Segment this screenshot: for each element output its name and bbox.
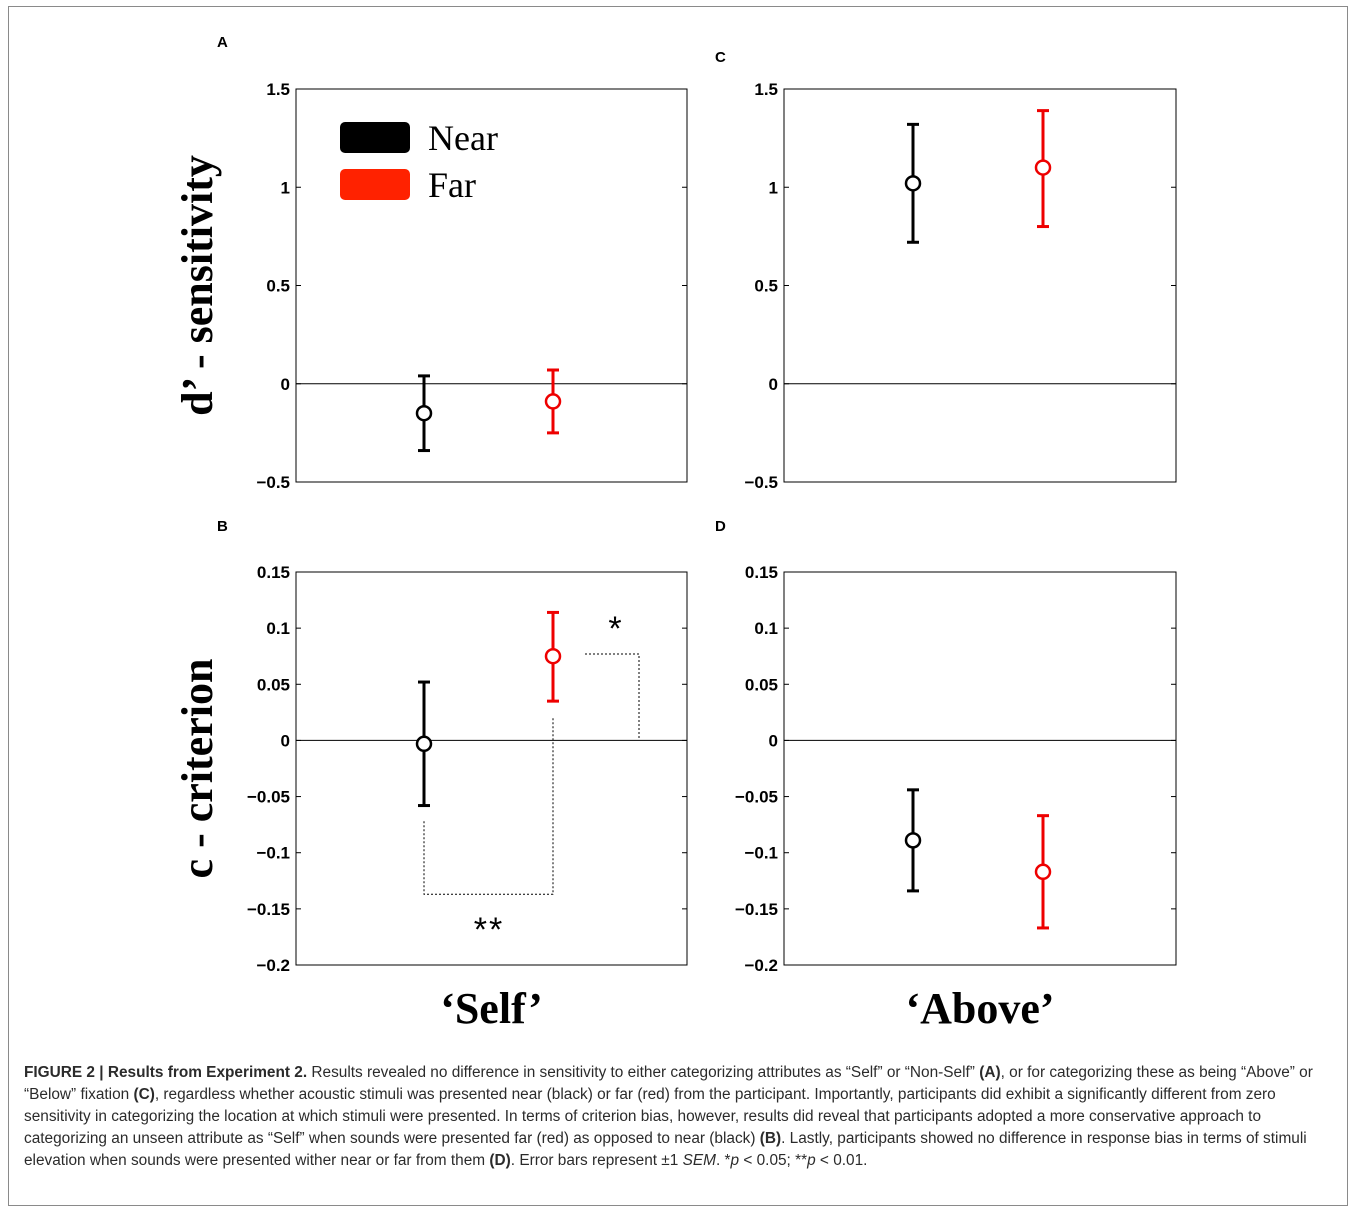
y-tick-label-b: 0.15 bbox=[257, 563, 290, 582]
y-tick-label-b: 0.05 bbox=[257, 675, 290, 694]
y-tick-label-a: 0 bbox=[281, 375, 290, 394]
panel-letter-b: B bbox=[217, 518, 228, 535]
plot-frame-d bbox=[783, 571, 1177, 966]
figure-frame bbox=[8, 6, 1348, 1206]
caption-p-1: p bbox=[730, 1152, 740, 1169]
y-tick-label-b: −0.05 bbox=[247, 788, 290, 807]
x-axis-label-d: ‘Above’ bbox=[905, 984, 1054, 1033]
data-point-far-c bbox=[1034, 159, 1052, 176]
y-tick-label-c: 1 bbox=[769, 178, 778, 197]
caption-ref-c: (C) bbox=[133, 1086, 155, 1103]
caption-text-2: , or for categorizing these as being “Ab… bbox=[24, 1064, 1313, 1103]
data-point-far-a bbox=[544, 393, 562, 410]
data-point-far-d bbox=[1034, 863, 1052, 881]
data-point-near-c bbox=[904, 175, 922, 192]
y-tick-label-a: 1 bbox=[281, 178, 290, 197]
y-tick-label-d: 0.05 bbox=[745, 675, 778, 694]
y-tick-label-a: 1.5 bbox=[266, 80, 290, 99]
caption-text-8: < 0.01. bbox=[815, 1152, 868, 1169]
data-point-far-b bbox=[544, 647, 562, 665]
caption-text-5: . Error bars represent ±1 bbox=[510, 1152, 683, 1169]
y-tick-label-d: 0.1 bbox=[754, 619, 778, 638]
x-axis-label-b: ‘Self’ bbox=[440, 984, 543, 1033]
legend-swatch-far bbox=[340, 169, 410, 200]
caption-text-1: Results revealed no difference in sensit… bbox=[307, 1064, 980, 1081]
y-tick-label-d: −0.15 bbox=[735, 900, 778, 919]
y-axis-label-a: d’ - sensitivity bbox=[173, 155, 222, 416]
y-tick-label-a: −0.5 bbox=[256, 473, 290, 492]
y-tick-label-b: −0.1 bbox=[256, 844, 290, 863]
caption-ref-d: (D) bbox=[489, 1152, 511, 1169]
y-tick-label-c: 0 bbox=[769, 375, 778, 394]
y-tick-label-b: 0.1 bbox=[266, 619, 290, 638]
figure-canvas: A C B D 1.5 1 0.5 0 −0.5 d’ - sensitivity Near Far 1… bbox=[173, 34, 1177, 1033]
y-tick-label-d: −0.1 bbox=[744, 844, 778, 863]
significance-marker-single: * bbox=[608, 610, 621, 648]
y-tick-label-c: 1.5 bbox=[754, 80, 778, 99]
legend-swatch-near bbox=[340, 122, 410, 153]
data-point-near-a bbox=[415, 404, 433, 422]
y-tick-label-c: −0.5 bbox=[744, 473, 778, 492]
significance-bracket-far-vs-zero bbox=[585, 653, 640, 741]
caption-label: FIGURE 2 | Results from Experiment 2. bbox=[24, 1064, 308, 1081]
caption-text-6: . * bbox=[715, 1152, 731, 1169]
legend-label-near: Near bbox=[428, 118, 498, 158]
y-tick-label-c: 0.5 bbox=[754, 277, 778, 296]
y-tick-label-d: 0.15 bbox=[745, 563, 778, 582]
significance-bracket-near-vs-far bbox=[423, 717, 554, 895]
caption-sem: SEM bbox=[682, 1152, 716, 1169]
plot-frame-b bbox=[295, 571, 688, 966]
y-tick-label-b: −0.2 bbox=[256, 956, 290, 975]
y-axis-label-b: c - criterion bbox=[173, 659, 222, 879]
y-tick-label-d: −0.2 bbox=[744, 956, 778, 975]
caption-text-7: < 0.05; ** bbox=[739, 1152, 808, 1169]
panel-letter-d: D bbox=[715, 518, 726, 535]
data-point-near-b bbox=[415, 735, 433, 753]
y-tick-label-a: 0.5 bbox=[266, 277, 290, 296]
significance-marker-double: ** bbox=[474, 911, 504, 949]
legend-label-far: Far bbox=[428, 165, 476, 205]
y-tick-label-d: 0 bbox=[769, 731, 778, 750]
caption-ref-a: (A) bbox=[979, 1064, 1001, 1081]
caption-text-4: . Lastly, participants showed no differe… bbox=[24, 1130, 1307, 1169]
caption-ref-b: (B) bbox=[759, 1130, 782, 1147]
panel-letter-c: C bbox=[715, 49, 726, 66]
caption-p-2: p bbox=[807, 1152, 816, 1169]
caption-text-3: , regardless whether acoustic stimuli wa… bbox=[24, 1086, 1276, 1147]
y-tick-label-d: −0.05 bbox=[735, 788, 778, 807]
figure-caption: FIGURE 2 | Results from Experiment 2. Re… bbox=[24, 1062, 1324, 1172]
panel-letter-a: A bbox=[217, 34, 228, 51]
y-tick-label-b: 0 bbox=[281, 731, 290, 750]
data-point-near-d bbox=[904, 832, 922, 849]
y-tick-label-b: −0.15 bbox=[247, 900, 290, 919]
plot-frame-c bbox=[783, 88, 1177, 483]
